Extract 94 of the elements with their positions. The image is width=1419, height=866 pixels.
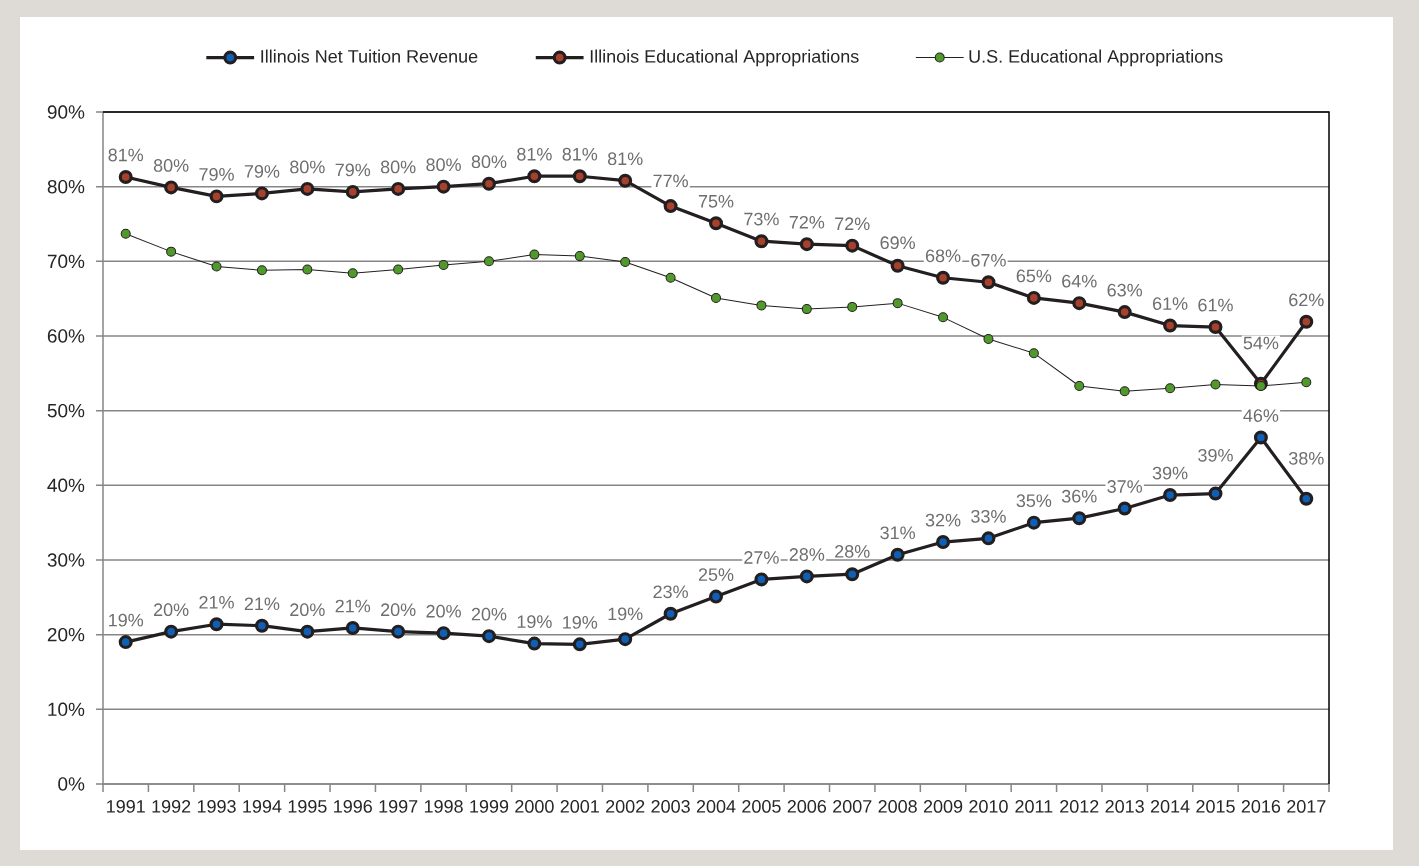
data-label: 79% [335, 163, 371, 177]
data-label: 64% [1062, 274, 1097, 288]
y-tick-label: 50% [47, 403, 85, 418]
data-label: 39% [1152, 466, 1188, 480]
data-label: 61% [1198, 298, 1233, 312]
y-tick-label: 40% [47, 478, 85, 493]
data-label: 19% [517, 615, 552, 629]
data-label: 79% [244, 165, 280, 178]
x-tick-label: 2000 [515, 800, 554, 813]
data-label: 79% [199, 168, 234, 181]
x-tick-label: 1999 [470, 800, 509, 813]
y-tick-label: 60% [47, 329, 85, 343]
x-tick-label: 2002 [606, 800, 645, 813]
x-tick-label: 2013 [1105, 800, 1144, 813]
y-tick-label: 70% [47, 254, 85, 269]
data-label: 23% [653, 585, 688, 599]
data-label: 80% [471, 155, 507, 169]
data-label: 63% [1107, 283, 1143, 297]
data-label: 72% [789, 215, 825, 229]
legend-label: Illinois Educational Appropriations [590, 49, 859, 67]
x-tick-label: 2016 [1241, 800, 1281, 813]
data-label: 38% [1288, 451, 1324, 465]
data-label: 33% [971, 509, 1006, 523]
data-label: 65% [1016, 269, 1052, 283]
legend-label: U.S. Educational Appropriations [969, 49, 1223, 67]
data-label: 20% [154, 603, 189, 617]
x-tick-label: 1995 [288, 800, 327, 813]
data-label: 69% [880, 236, 916, 250]
x-tick-label: 1996 [334, 800, 372, 813]
x-tick-label: 2008 [878, 800, 917, 813]
data-label: 20% [290, 603, 325, 617]
data-label: 68% [925, 249, 961, 263]
data-label: 77% [653, 174, 688, 188]
x-tick-label: 2014 [1150, 800, 1190, 813]
data-label: 73% [744, 212, 779, 226]
data-label: 20% [426, 604, 461, 618]
x-tick-label: 1992 [152, 800, 191, 813]
x-tick-label: 2006 [787, 800, 827, 813]
data-label: 80% [153, 159, 189, 172]
data-label: 81% [108, 148, 144, 162]
data-label: 37% [1107, 480, 1143, 493]
x-tick-label: 2001 [560, 800, 599, 813]
data-label: 28% [789, 548, 825, 561]
x-tick-label: 1993 [197, 800, 236, 813]
data-label: 25% [698, 568, 734, 581]
data-label: 81% [517, 147, 552, 161]
data-label: 67% [971, 253, 1006, 267]
data-label: 54% [1243, 336, 1279, 350]
data-label: 75% [698, 195, 734, 208]
x-tick-label: 2011 [1015, 800, 1053, 813]
data-label: 19% [109, 613, 144, 627]
data-label: 46% [1243, 409, 1279, 422]
data-label: 21% [199, 595, 234, 609]
x-tick-label: 2007 [833, 800, 872, 813]
y-tick-label: 0% [58, 777, 85, 791]
y-tick-label: 10% [48, 702, 85, 717]
data-label: 28% [835, 545, 870, 558]
data-label: 21% [244, 597, 280, 611]
data-label: 35% [1016, 494, 1052, 508]
x-tick-label: 1998 [424, 800, 463, 813]
y-tick-label: 80% [47, 179, 85, 194]
x-tick-label: 2012 [1060, 800, 1099, 813]
data-label: 72% [835, 217, 870, 231]
data-label: 20% [471, 607, 507, 621]
data-label: 32% [925, 513, 961, 527]
y-tick-label: 20% [47, 627, 85, 642]
data-label: 19% [563, 616, 598, 629]
data-label: 80% [290, 160, 325, 174]
data-label: 19% [608, 607, 643, 621]
x-tick-label: 2017 [1287, 800, 1326, 813]
data-label: 36% [1061, 489, 1097, 503]
x-tick-label: 2004 [696, 800, 736, 813]
data-label: 81% [607, 152, 643, 166]
data-label: 20% [381, 603, 416, 617]
data-label: 21% [335, 599, 371, 613]
x-tick-label: 2009 [923, 800, 963, 813]
data-label: 80% [426, 158, 461, 172]
data-label: 81% [562, 147, 598, 161]
data-label: 39% [1198, 448, 1233, 462]
x-tick-label: 2015 [1196, 800, 1235, 813]
y-tick-label: 90% [47, 105, 85, 119]
legend-label: Illinois Net Tuition Revenue [261, 49, 478, 63]
x-tick-label: 2005 [742, 800, 781, 813]
data-label: 80% [380, 160, 416, 174]
x-tick-label: 1997 [379, 800, 418, 813]
data-label: 61% [1152, 297, 1188, 310]
data-label: 62% [1289, 293, 1324, 307]
x-tick-label: 1991 [107, 800, 145, 813]
y-tick-label: 30% [47, 553, 85, 567]
data-label: 31% [880, 526, 916, 540]
x-tick-label: 2003 [651, 800, 690, 813]
x-tick-label: 1994 [243, 800, 282, 813]
data-label: 27% [744, 551, 779, 564]
x-tick-label: 2010 [969, 800, 1008, 813]
